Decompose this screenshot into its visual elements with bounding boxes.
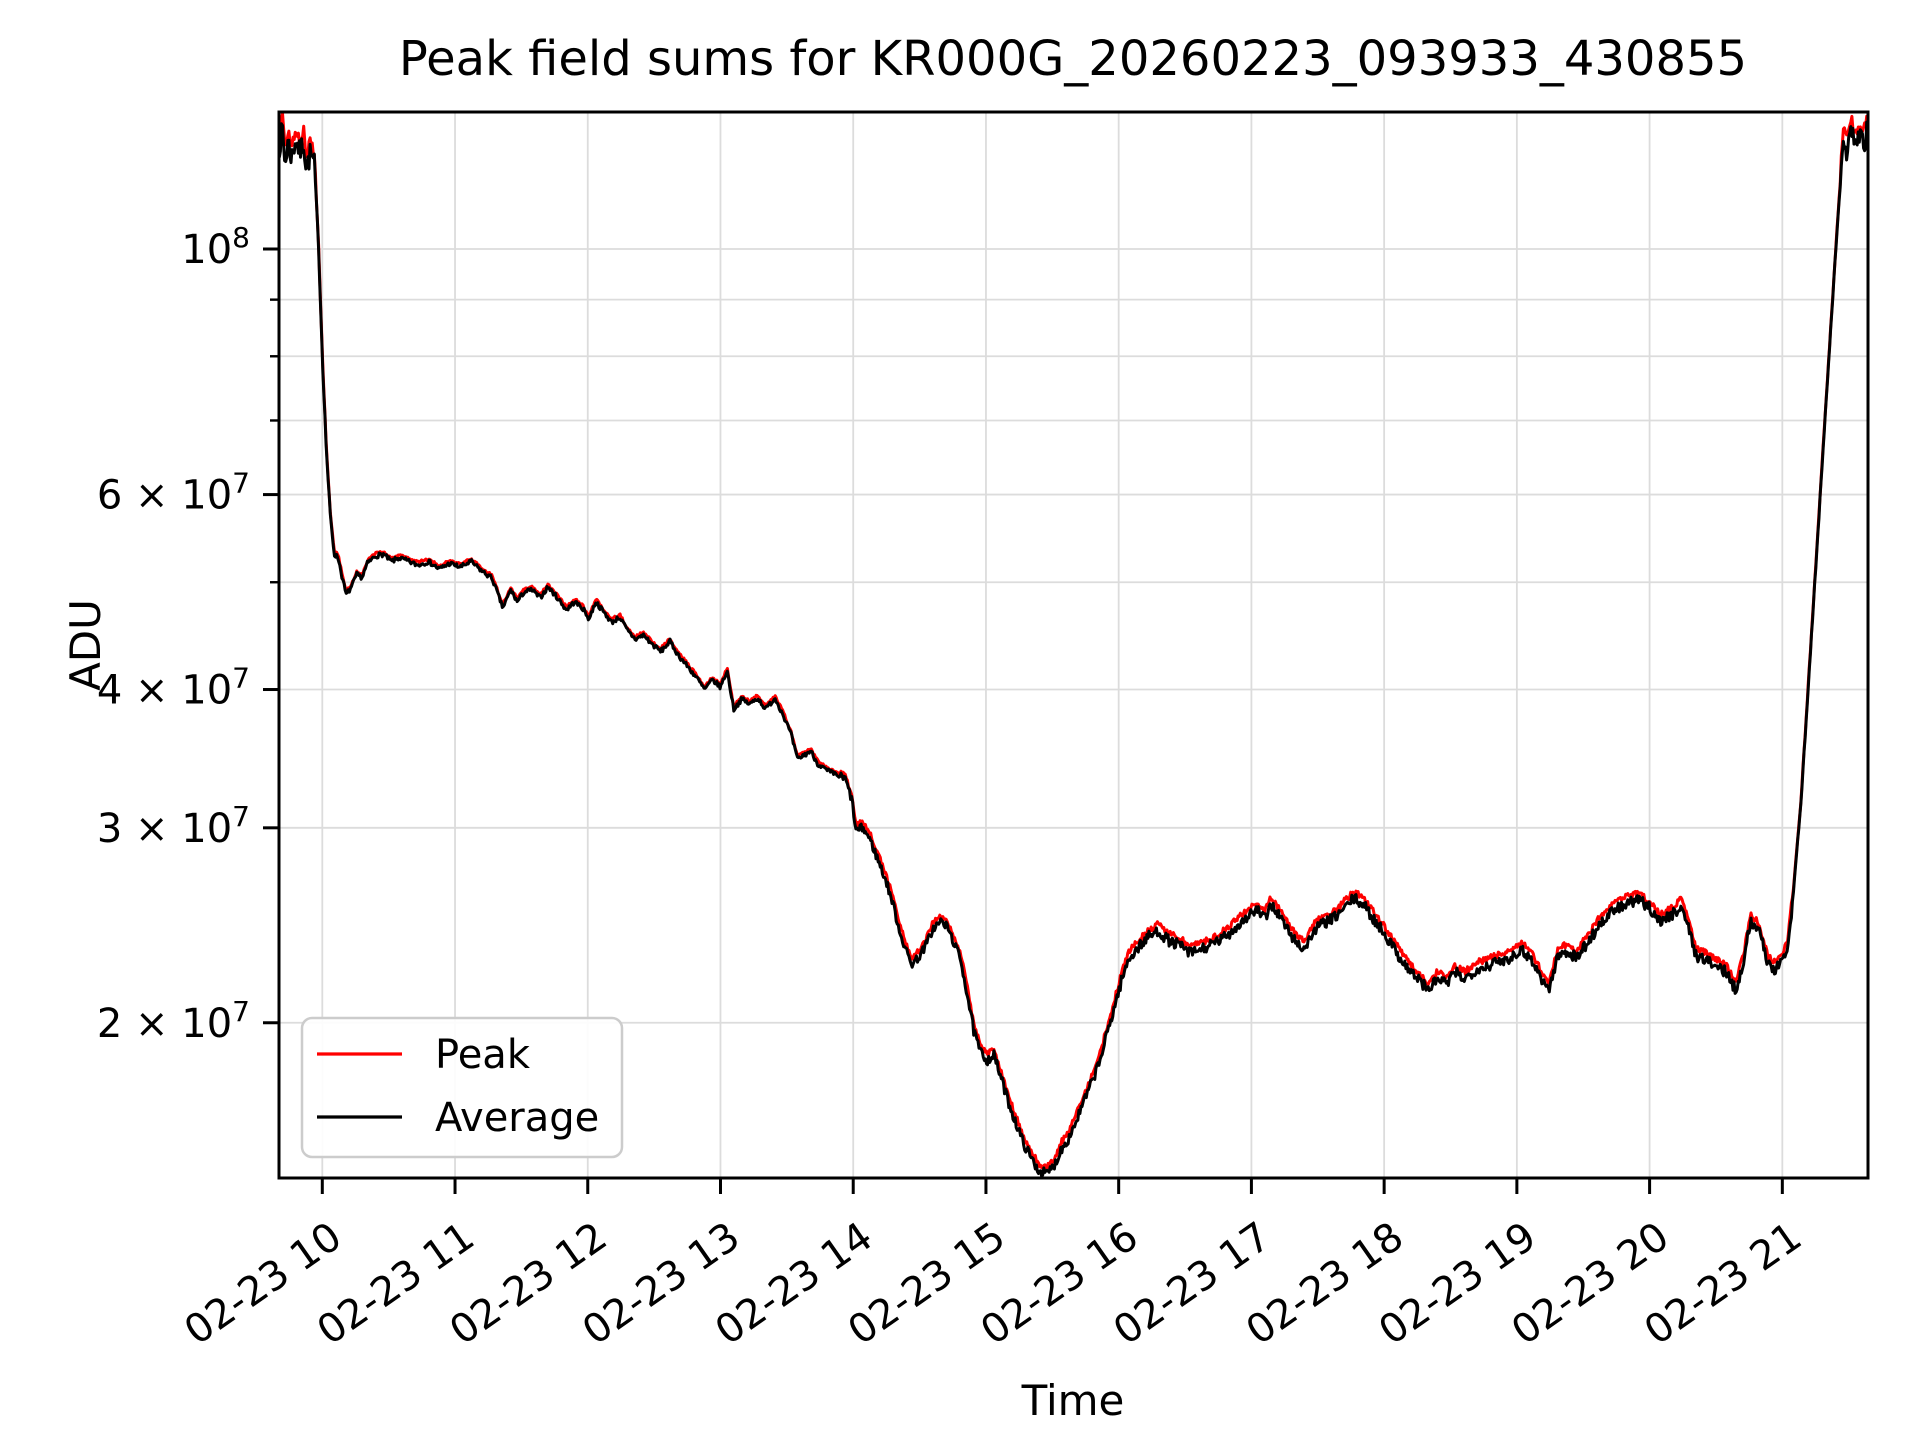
axis-tick-marks [263,247,1784,1194]
y-tick-label: 2 × 107 [97,995,250,1047]
y-tick-label: 6 × 107 [97,467,250,519]
legend-label-average: Average [435,1095,599,1141]
legend: Peak Average [300,1016,624,1159]
x-axis-label: Time [1021,1376,1125,1425]
y-tick-label: 108 [181,221,250,273]
series-average-line [280,120,1867,1177]
legend-label-peak: Peak [435,1032,531,1078]
gridlines [279,112,1868,1178]
y-tick-label: 4 × 107 [97,662,250,714]
chart-title: Peak field sums for KR000G_20260223_0939… [399,31,1747,87]
y-tick-labels: 108 6 × 107 4 × 107 3 × 107 2 × 107 [97,221,250,1047]
plot-series [280,113,1867,1177]
plot-border [277,110,1870,1180]
y-axis-label: ADU [61,599,110,691]
series-peak-line [280,113,1867,1170]
y-tick-label: 3 × 107 [97,800,250,852]
